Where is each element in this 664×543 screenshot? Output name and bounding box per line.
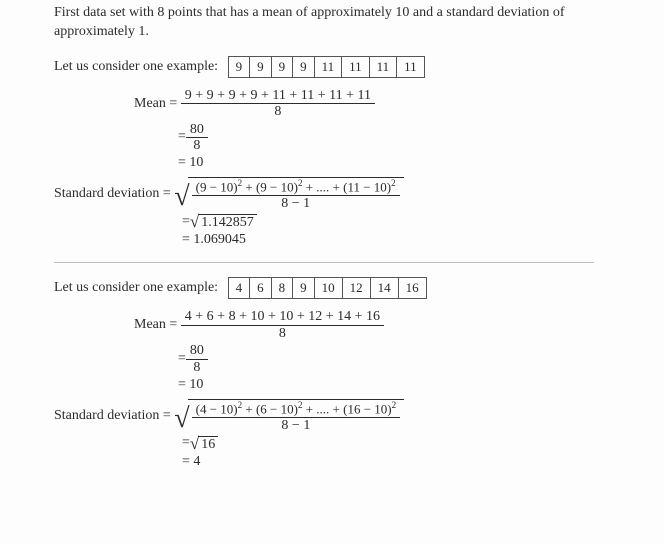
- sd1-result: = 1.069045: [182, 232, 664, 248]
- example2-row: Let us consider one example: 46891012141…: [54, 277, 664, 299]
- data-cell: 14: [370, 278, 398, 299]
- mean2-denominator: 8: [275, 326, 290, 341]
- mean1-numerator: 9 + 9 + 9 + 9 + 11 + 11 + 11 + 11: [181, 88, 375, 104]
- sd2-result: = 4: [182, 454, 664, 470]
- sd-label-2: Standard deviation =: [54, 408, 174, 424]
- mean2-step-den: 8: [189, 360, 204, 375]
- mean-label-2: Mean =: [134, 317, 181, 333]
- mean1-denominator: 8: [270, 104, 285, 119]
- mean2-block: Mean = 4 + 6 + 8 + 10 + 10 + 12 + 14 + 1…: [134, 309, 664, 393]
- dataset2-table: 468910121416: [228, 277, 427, 299]
- mean1-step-den: 8: [189, 138, 204, 153]
- dataset1-table: 999911111111: [228, 56, 425, 78]
- eq-sign: =: [178, 351, 186, 367]
- data-cell: 9: [293, 278, 315, 299]
- data-cell: 11: [314, 56, 342, 77]
- eq-sign: =: [182, 214, 190, 230]
- intro-text: First data set with 8 points that has a …: [54, 4, 594, 42]
- sd1-root-value: 1.142857: [198, 214, 257, 230]
- mean1-result: = 10: [178, 155, 664, 171]
- mean1-step-num: 80: [186, 122, 208, 138]
- mean2-step-num: 80: [186, 343, 208, 359]
- mean1-block: Mean = 9 + 9 + 9 + 9 + 11 + 11 + 11 + 11…: [134, 88, 664, 172]
- consider-label-2: Let us consider one example:: [54, 280, 218, 296]
- sd2-root-value: 16: [198, 436, 218, 452]
- data-cell: 9: [228, 56, 250, 77]
- sd1-numerator: (9 − 10)2 + (9 − 10)2 + .... + (11 − 10)…: [192, 179, 400, 196]
- eq-sign: =: [182, 435, 190, 451]
- sd-label-1: Standard deviation =: [54, 186, 174, 202]
- data-cell: 9: [271, 56, 293, 77]
- data-cell: 6: [250, 278, 272, 299]
- example1-row: Let us consider one example: 99991111111…: [54, 56, 664, 78]
- consider-label-1: Let us consider one example:: [54, 59, 218, 75]
- sd2-block: Standard deviation = √ (4 − 10)2 + (6 − …: [54, 399, 664, 470]
- mean-label-1: Mean =: [134, 96, 181, 112]
- data-cell: 10: [314, 278, 342, 299]
- divider: [54, 262, 594, 263]
- eq-sign: =: [178, 129, 186, 145]
- data-cell: 4: [228, 278, 250, 299]
- sd2-denominator: 8 − 1: [277, 418, 314, 433]
- mean2-result: = 10: [178, 377, 664, 393]
- sd1-block: Standard deviation = √ (9 − 10)2 + (9 − …: [54, 177, 664, 248]
- data-cell: 11: [369, 56, 397, 77]
- sd2-numerator: (4 − 10)2 + (6 − 10)2 + .... + (16 − 10)…: [192, 401, 400, 418]
- data-cell: 11: [342, 56, 370, 77]
- data-cell: 9: [250, 56, 272, 77]
- data-cell: 11: [397, 56, 425, 77]
- data-cell: 9: [293, 56, 315, 77]
- data-cell: 8: [271, 278, 293, 299]
- mean2-numerator: 4 + 6 + 8 + 10 + 10 + 12 + 14 + 16: [181, 309, 384, 325]
- sd1-denominator: 8 − 1: [277, 196, 314, 211]
- data-cell: 16: [398, 278, 426, 299]
- data-cell: 12: [342, 278, 370, 299]
